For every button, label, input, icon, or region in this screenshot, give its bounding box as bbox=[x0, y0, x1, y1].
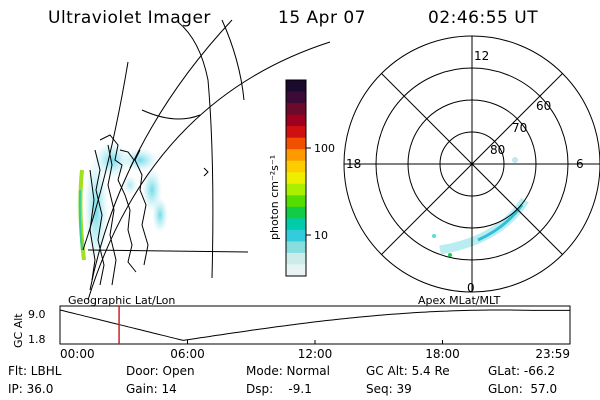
auroral-emission-polar bbox=[432, 157, 529, 257]
colorbar-swatch bbox=[286, 149, 306, 162]
colorbar-swatch bbox=[286, 218, 306, 231]
info-door: Door: Open bbox=[126, 364, 195, 378]
mlt-label-18: 18 bbox=[346, 157, 361, 171]
info-gain: Gain: 14 bbox=[126, 382, 177, 396]
info-mode: Mode: Normal bbox=[246, 364, 330, 378]
colorbar-swatch bbox=[286, 195, 306, 208]
geo-grid bbox=[82, 19, 331, 301]
alt-xtick-label: 12:00 bbox=[298, 347, 333, 361]
colorbar-swatch bbox=[286, 103, 306, 116]
alt-ylabel: GC Alt bbox=[12, 313, 25, 348]
colorbar-swatch bbox=[286, 126, 306, 139]
lat-label-80: 80 bbox=[490, 143, 505, 157]
colorbar-swatch bbox=[286, 80, 306, 93]
coastline bbox=[89, 134, 209, 286]
colorbar-swatch bbox=[286, 206, 306, 219]
info-ip: IP: 36.0 bbox=[8, 382, 54, 396]
colorbar-swatch bbox=[286, 160, 306, 173]
colorbar-swatch bbox=[286, 229, 306, 242]
alt-xtick-label: 06:00 bbox=[170, 347, 205, 361]
colorbar-swatch bbox=[286, 264, 306, 277]
colorbar-unit-label: photon cm⁻²s⁻¹ bbox=[268, 155, 281, 240]
polar-panel-caption: Apex MLat/MLT bbox=[418, 294, 501, 307]
alt-xtick-label: 18:00 bbox=[425, 347, 460, 361]
alt-xtick-label: 00:00 bbox=[60, 347, 95, 361]
info-flt: Flt: LBHL bbox=[8, 364, 62, 378]
info-gc-alt: GC Alt: 5.4 Re bbox=[366, 364, 450, 378]
instrument-title: Ultraviolet Imager bbox=[48, 8, 211, 28]
date-label: 15 Apr 07 bbox=[278, 8, 366, 28]
colorbar-swatch bbox=[286, 241, 306, 254]
info-glat: GLat: -66.2 bbox=[488, 364, 555, 378]
time-label: 02:46:55 UT bbox=[428, 8, 539, 28]
colorbar-tick-100: 100 bbox=[314, 142, 335, 155]
colorbar-swatch bbox=[286, 114, 306, 127]
colorbar-swatch bbox=[286, 172, 306, 185]
colorbar-swatch bbox=[286, 183, 306, 196]
mlt-label-6: 6 bbox=[576, 157, 584, 171]
lat-label-70: 70 bbox=[512, 121, 527, 135]
lat-label-60: 60 bbox=[536, 99, 551, 113]
geo-panel-caption: Geographic Lat/Lon bbox=[68, 294, 176, 307]
alt-xtick-label: 23:59 bbox=[535, 347, 570, 361]
colorbar-swatch bbox=[286, 137, 306, 150]
colorbar-swatch bbox=[286, 252, 306, 265]
alt-ytick-top: 9.0 bbox=[28, 308, 46, 321]
info-seq: Seq: 39 bbox=[366, 382, 412, 396]
info-glon: GLon: 57.0 bbox=[488, 382, 558, 396]
mlt-label-12: 12 bbox=[474, 49, 489, 63]
colorbar-tick-10: 10 bbox=[314, 229, 328, 242]
mlt-label-0: 0 bbox=[467, 281, 475, 295]
auroral-emission-geo bbox=[78, 142, 168, 265]
info-dsp: Dsp: -9.1 bbox=[246, 382, 312, 396]
alt-ytick-bottom: 1.8 bbox=[28, 333, 46, 346]
colorbar-swatch bbox=[286, 91, 306, 104]
